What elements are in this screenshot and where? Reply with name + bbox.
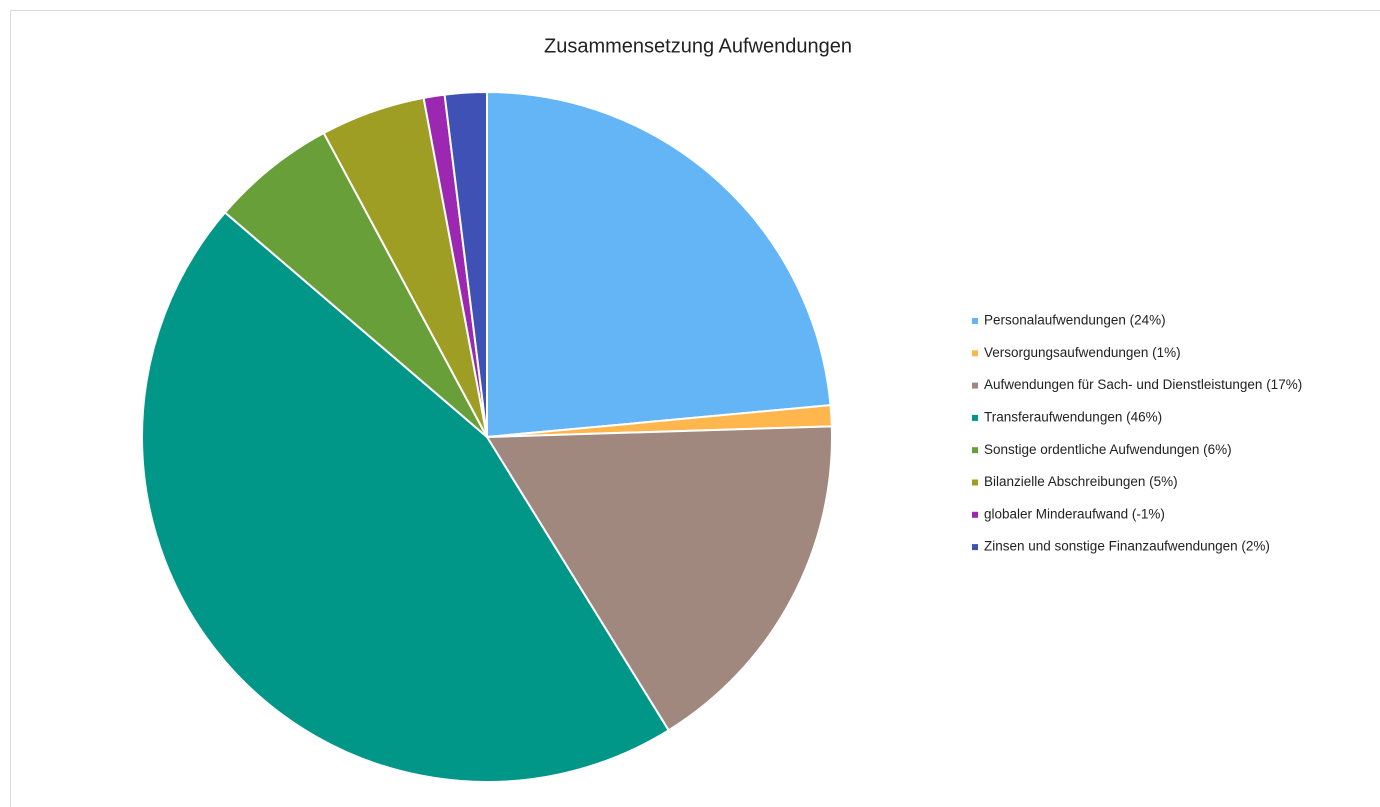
pie-slice (485, 425, 833, 732)
legend-swatch (972, 318, 978, 324)
legend-swatch (972, 414, 978, 421)
legend-label: Bilanzielle Abschreibungen (5%) (984, 474, 1178, 489)
legend-label: Aufwendungen für Sach- und Dienstleistun… (984, 377, 1302, 392)
legend-label: Sonstige ordentliche Aufwendungen (6%) (984, 442, 1232, 457)
chart-title: Zusammensetzung Aufwendungen (544, 35, 852, 57)
legend-label: Personalaufwendungen (24%) (984, 313, 1166, 328)
pie-slice (486, 90, 832, 439)
legend-label: Transferaufwendungen (46%) (984, 409, 1162, 424)
legend-label: Zinsen und sonstige Finanzaufwendungen (… (984, 539, 1270, 554)
legend-swatch (972, 511, 978, 518)
legend-swatch (972, 350, 978, 357)
legend-swatch (972, 382, 978, 389)
pie-slice (443, 90, 488, 438)
legend-swatch (972, 447, 978, 454)
pie-slice (223, 131, 488, 438)
legend-swatch (972, 544, 978, 551)
legend-label: globaler Minderaufwand (-1%) (984, 506, 1165, 521)
legend-label: Versorgungsaufwendungen (1%) (984, 345, 1181, 360)
pie-slice (141, 211, 670, 783)
legend-swatch (972, 479, 978, 486)
